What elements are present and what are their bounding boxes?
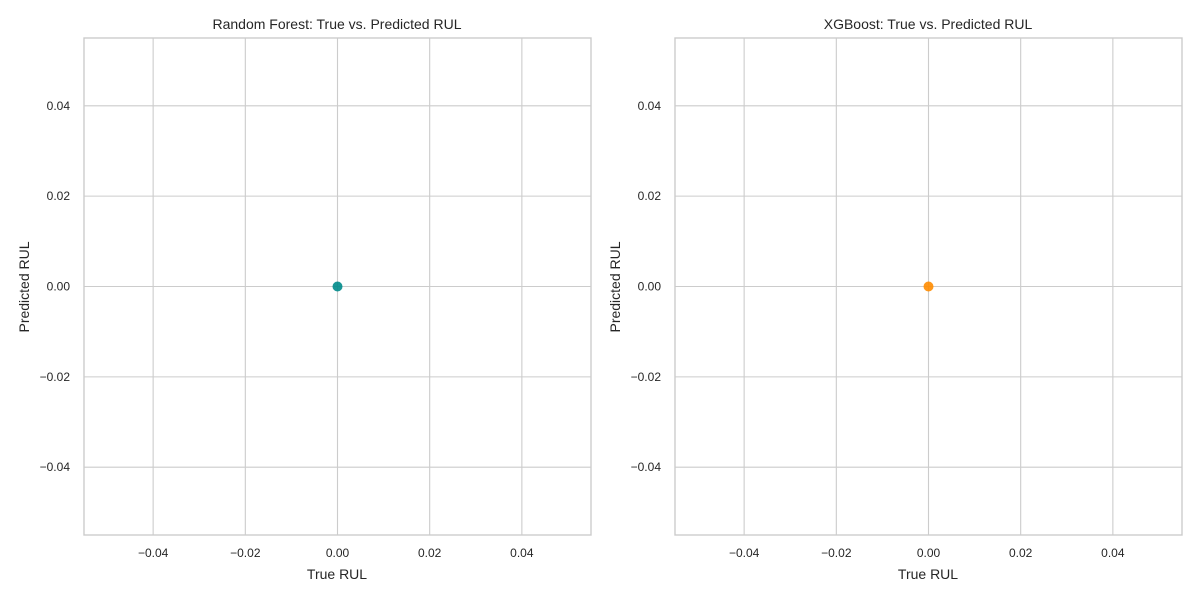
y-tick-label: 0.02 (638, 189, 662, 203)
tick-labels-xgboost: −0.04 −0.02 0.00 0.02 0.04 −0.04 −0.02 0.00 0.02… (631, 99, 1125, 560)
data-points-random-forest (332, 281, 343, 292)
xgboost-panel: −0.04 −0.02 0.00 0.02 0.04 −0.04 −0.02 0.00 0.02… (607, 16, 1183, 582)
y-tick-label: 0.02 (47, 189, 71, 203)
y-tick-label: 0.04 (47, 99, 71, 113)
x-tick-label: 0.00 (917, 546, 941, 560)
x-tick-label: 0.02 (1009, 546, 1033, 560)
x-tick-label: −0.02 (230, 546, 261, 560)
x-axis-label-random-forest: True RUL (307, 566, 367, 582)
x-axis-label-xgboost: True RUL (898, 566, 958, 582)
y-tick-label: 0.00 (47, 280, 71, 294)
x-tick-label: 0.04 (510, 546, 534, 560)
y-tick-label: −0.02 (40, 370, 71, 384)
data-point (332, 281, 343, 292)
y-tick-label: 0.04 (638, 99, 662, 113)
chart-title-xgboost: XGBoost: True vs. Predicted RUL (824, 16, 1033, 32)
y-tick-label: −0.02 (631, 370, 662, 384)
x-tick-label: 0.04 (1101, 546, 1125, 560)
x-tick-label: −0.02 (821, 546, 852, 560)
x-tick-label: −0.04 (138, 546, 169, 560)
y-axis-label-random-forest: Predicted RUL (16, 241, 32, 332)
y-tick-label: −0.04 (631, 460, 662, 474)
x-tick-label: −0.04 (729, 546, 760, 560)
data-point (923, 281, 934, 292)
x-tick-label: 0.00 (326, 546, 350, 560)
y-tick-label: −0.04 (40, 460, 71, 474)
chart-title-random-forest: Random Forest: True vs. Predicted RUL (213, 16, 462, 32)
random-forest-panel: −0.04 −0.02 0.00 0.02 0.04 −0.04 −0.02 0.00 0.02… (16, 16, 592, 582)
plot-frame-xgboost (674, 37, 1183, 536)
tick-labels-random-forest: −0.04 −0.02 0.00 0.02 0.04 −0.04 −0.02 0.00 0.02… (40, 99, 534, 560)
y-axis-label-xgboost: Predicted RUL (607, 241, 623, 332)
plot-frame-random-forest (83, 37, 592, 536)
grid-random-forest (84, 38, 591, 535)
x-tick-label: 0.02 (418, 546, 442, 560)
y-tick-label: 0.00 (638, 280, 662, 294)
data-points-xgboost (923, 281, 934, 292)
